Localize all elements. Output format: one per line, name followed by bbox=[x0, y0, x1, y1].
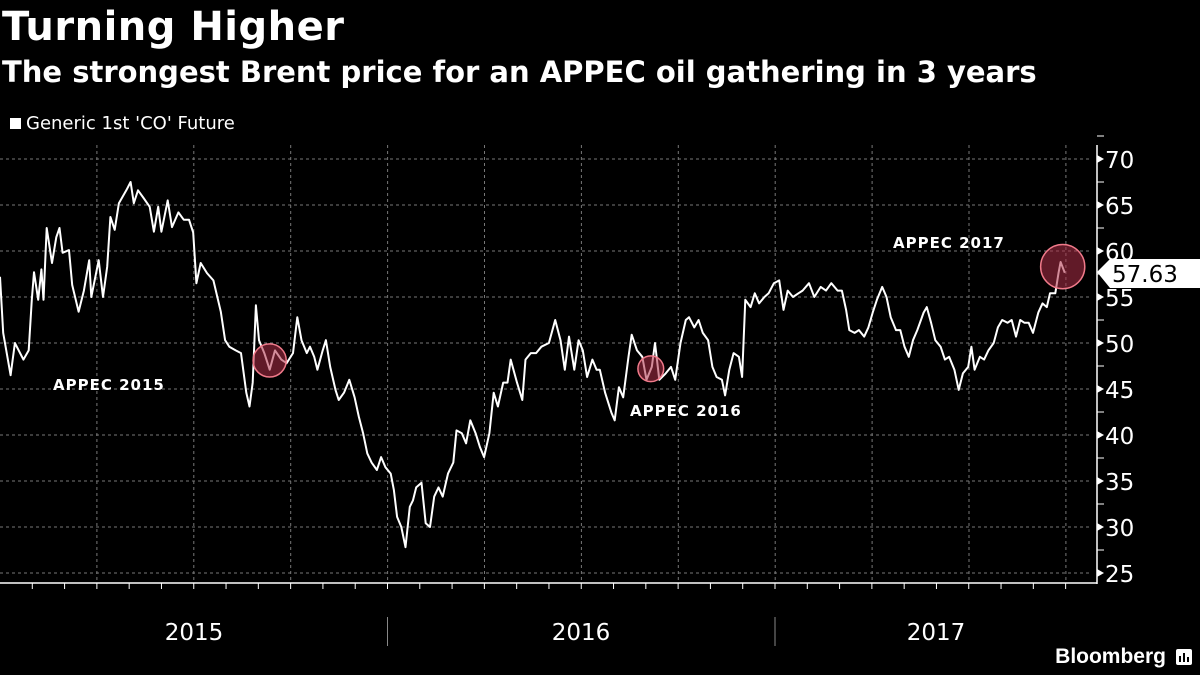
y-tick-arrow bbox=[1097, 155, 1104, 163]
y-tick-arrow bbox=[1097, 523, 1104, 531]
last-value-tag: 57.63 bbox=[1097, 259, 1200, 288]
y-tick-label: 65 bbox=[1105, 194, 1134, 220]
appec-annotation-label: APPEC 2015 bbox=[53, 376, 165, 394]
y-tick-label: 25 bbox=[1105, 562, 1134, 588]
legend-label: Generic 1st 'CO' Future bbox=[26, 113, 235, 134]
appec-annotation-label: APPEC 2017 bbox=[893, 234, 1005, 252]
brent-price-line bbox=[0, 181, 1066, 549]
gridlines bbox=[0, 145, 1092, 583]
brand-label: Bloomberg bbox=[1055, 645, 1166, 668]
y-tick-label: 70 bbox=[1105, 148, 1134, 174]
legend: Generic 1st 'CO' Future bbox=[10, 113, 235, 134]
y-tick-label: 35 bbox=[1105, 470, 1134, 496]
y-tick-arrow bbox=[1097, 247, 1104, 255]
appec-highlight-circle bbox=[1039, 243, 1086, 290]
price-series bbox=[0, 181, 1066, 549]
y-tick-arrow bbox=[1097, 431, 1104, 439]
y-tick-label: 45 bbox=[1105, 378, 1134, 404]
appec-highlight-circle bbox=[637, 355, 665, 383]
y-tick-arrow bbox=[1097, 293, 1104, 301]
appec-annotation-label: APPEC 2016 bbox=[630, 402, 742, 420]
chart-title: Turning Higher bbox=[2, 4, 345, 50]
x-tick-label: 2016 bbox=[552, 620, 611, 646]
x-tick-label: 2017 bbox=[907, 620, 966, 646]
last-value-tag-bg bbox=[1097, 259, 1200, 288]
legend-swatch bbox=[10, 118, 21, 129]
annotations: APPEC 2015 APPEC 2016 APPEC 2017 bbox=[53, 234, 1086, 420]
y-tick-arrow bbox=[1097, 477, 1104, 485]
y-tick-arrow bbox=[1097, 201, 1104, 209]
x-tick-label: 2015 bbox=[165, 620, 224, 646]
y-tick-label: 40 bbox=[1105, 424, 1134, 450]
y-tick-label: 55 bbox=[1105, 286, 1134, 312]
x-axis-year-labels: 2015 2016 2017 bbox=[165, 620, 966, 646]
appec-highlight-circle bbox=[252, 343, 287, 378]
y-tick-arrow bbox=[1097, 339, 1104, 347]
y-tick-arrow bbox=[1097, 385, 1104, 393]
y-tick-label: 30 bbox=[1105, 516, 1134, 542]
last-value-label: 57.63 bbox=[1112, 262, 1178, 288]
bloomberg-logo: Bloomberg bbox=[1055, 645, 1192, 669]
y-tick-arrow bbox=[1097, 569, 1104, 577]
bloomberg-chart-icon bbox=[1176, 649, 1192, 665]
y-tick-label: 50 bbox=[1105, 332, 1134, 358]
chart-subtitle: The strongest Brent price for an APPEC o… bbox=[2, 55, 1037, 89]
